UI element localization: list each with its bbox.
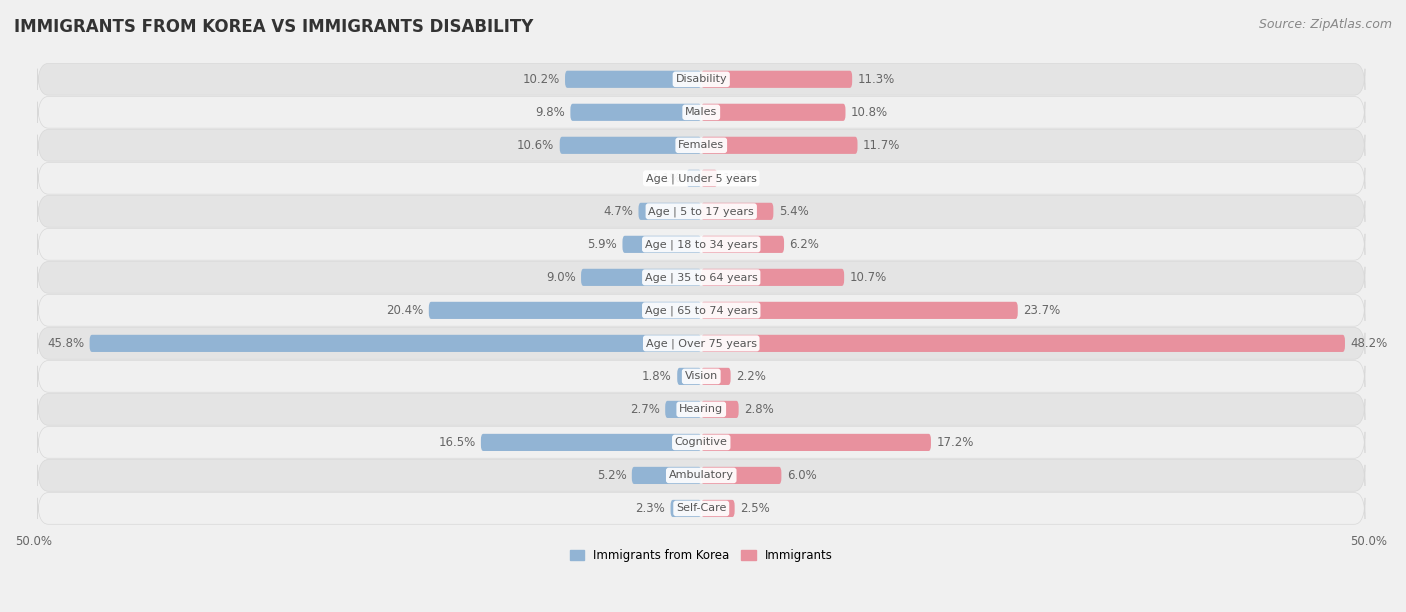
FancyBboxPatch shape: [38, 460, 1365, 491]
FancyBboxPatch shape: [481, 434, 702, 451]
FancyBboxPatch shape: [702, 236, 785, 253]
FancyBboxPatch shape: [565, 71, 702, 88]
Text: Age | Under 5 years: Age | Under 5 years: [645, 173, 756, 184]
FancyBboxPatch shape: [623, 236, 702, 253]
FancyBboxPatch shape: [702, 302, 1018, 319]
FancyBboxPatch shape: [581, 269, 702, 286]
Text: 1.1%: 1.1%: [651, 172, 682, 185]
FancyBboxPatch shape: [38, 294, 1365, 326]
Text: 9.8%: 9.8%: [536, 106, 565, 119]
Text: 17.2%: 17.2%: [936, 436, 974, 449]
Text: Disability: Disability: [675, 74, 727, 84]
FancyBboxPatch shape: [38, 162, 1365, 194]
FancyBboxPatch shape: [38, 97, 1365, 128]
FancyBboxPatch shape: [702, 170, 717, 187]
Text: Females: Females: [678, 140, 724, 151]
FancyBboxPatch shape: [38, 261, 1365, 293]
Text: 4.7%: 4.7%: [603, 205, 633, 218]
Text: 6.2%: 6.2%: [789, 238, 820, 251]
Text: 23.7%: 23.7%: [1024, 304, 1060, 317]
Text: 2.5%: 2.5%: [740, 502, 769, 515]
Text: 20.4%: 20.4%: [387, 304, 423, 317]
Text: Cognitive: Cognitive: [675, 438, 728, 447]
Text: 45.8%: 45.8%: [48, 337, 84, 350]
FancyBboxPatch shape: [702, 136, 858, 154]
FancyBboxPatch shape: [686, 170, 702, 187]
Text: 10.6%: 10.6%: [517, 139, 554, 152]
Text: Age | Over 75 years: Age | Over 75 years: [645, 338, 756, 349]
Text: 5.9%: 5.9%: [588, 238, 617, 251]
Text: 5.2%: 5.2%: [596, 469, 627, 482]
Text: Vision: Vision: [685, 371, 718, 381]
FancyBboxPatch shape: [702, 500, 735, 517]
Text: Self-Care: Self-Care: [676, 504, 727, 513]
FancyBboxPatch shape: [38, 327, 1365, 359]
Text: 10.2%: 10.2%: [523, 73, 560, 86]
Text: Males: Males: [685, 107, 717, 118]
Text: Age | 35 to 64 years: Age | 35 to 64 years: [645, 272, 758, 283]
Text: IMMIGRANTS FROM KOREA VS IMMIGRANTS DISABILITY: IMMIGRANTS FROM KOREA VS IMMIGRANTS DISA…: [14, 18, 533, 36]
Text: Age | 5 to 17 years: Age | 5 to 17 years: [648, 206, 754, 217]
Text: Age | 18 to 34 years: Age | 18 to 34 years: [645, 239, 758, 250]
Text: 11.3%: 11.3%: [858, 73, 894, 86]
Text: Source: ZipAtlas.com: Source: ZipAtlas.com: [1258, 18, 1392, 31]
FancyBboxPatch shape: [38, 360, 1365, 392]
FancyBboxPatch shape: [702, 103, 845, 121]
FancyBboxPatch shape: [702, 71, 852, 88]
FancyBboxPatch shape: [38, 228, 1365, 260]
FancyBboxPatch shape: [429, 302, 702, 319]
FancyBboxPatch shape: [702, 203, 773, 220]
Text: 9.0%: 9.0%: [546, 271, 575, 284]
Text: 5.4%: 5.4%: [779, 205, 808, 218]
FancyBboxPatch shape: [38, 493, 1365, 524]
FancyBboxPatch shape: [702, 401, 738, 418]
FancyBboxPatch shape: [571, 103, 702, 121]
Legend: Immigrants from Korea, Immigrants: Immigrants from Korea, Immigrants: [565, 544, 838, 567]
FancyBboxPatch shape: [702, 368, 731, 385]
FancyBboxPatch shape: [702, 467, 782, 484]
FancyBboxPatch shape: [671, 500, 702, 517]
Text: 2.8%: 2.8%: [744, 403, 773, 416]
FancyBboxPatch shape: [560, 136, 702, 154]
FancyBboxPatch shape: [702, 434, 931, 451]
FancyBboxPatch shape: [90, 335, 702, 352]
FancyBboxPatch shape: [38, 130, 1365, 161]
Text: 6.0%: 6.0%: [787, 469, 817, 482]
FancyBboxPatch shape: [631, 467, 702, 484]
FancyBboxPatch shape: [38, 394, 1365, 425]
Text: 48.2%: 48.2%: [1350, 337, 1388, 350]
FancyBboxPatch shape: [638, 203, 702, 220]
Text: Ambulatory: Ambulatory: [669, 471, 734, 480]
Text: 2.7%: 2.7%: [630, 403, 659, 416]
Text: 2.3%: 2.3%: [636, 502, 665, 515]
FancyBboxPatch shape: [678, 368, 702, 385]
Text: Age | 65 to 74 years: Age | 65 to 74 years: [645, 305, 758, 316]
Text: 1.8%: 1.8%: [643, 370, 672, 383]
FancyBboxPatch shape: [702, 335, 1346, 352]
FancyBboxPatch shape: [38, 427, 1365, 458]
Text: Hearing: Hearing: [679, 405, 723, 414]
Text: 1.2%: 1.2%: [723, 172, 752, 185]
FancyBboxPatch shape: [702, 269, 844, 286]
Text: 2.2%: 2.2%: [735, 370, 766, 383]
Text: 11.7%: 11.7%: [863, 139, 900, 152]
FancyBboxPatch shape: [38, 195, 1365, 227]
Text: 16.5%: 16.5%: [439, 436, 475, 449]
Text: 10.7%: 10.7%: [849, 271, 887, 284]
Text: 10.8%: 10.8%: [851, 106, 889, 119]
FancyBboxPatch shape: [665, 401, 702, 418]
FancyBboxPatch shape: [38, 64, 1365, 95]
